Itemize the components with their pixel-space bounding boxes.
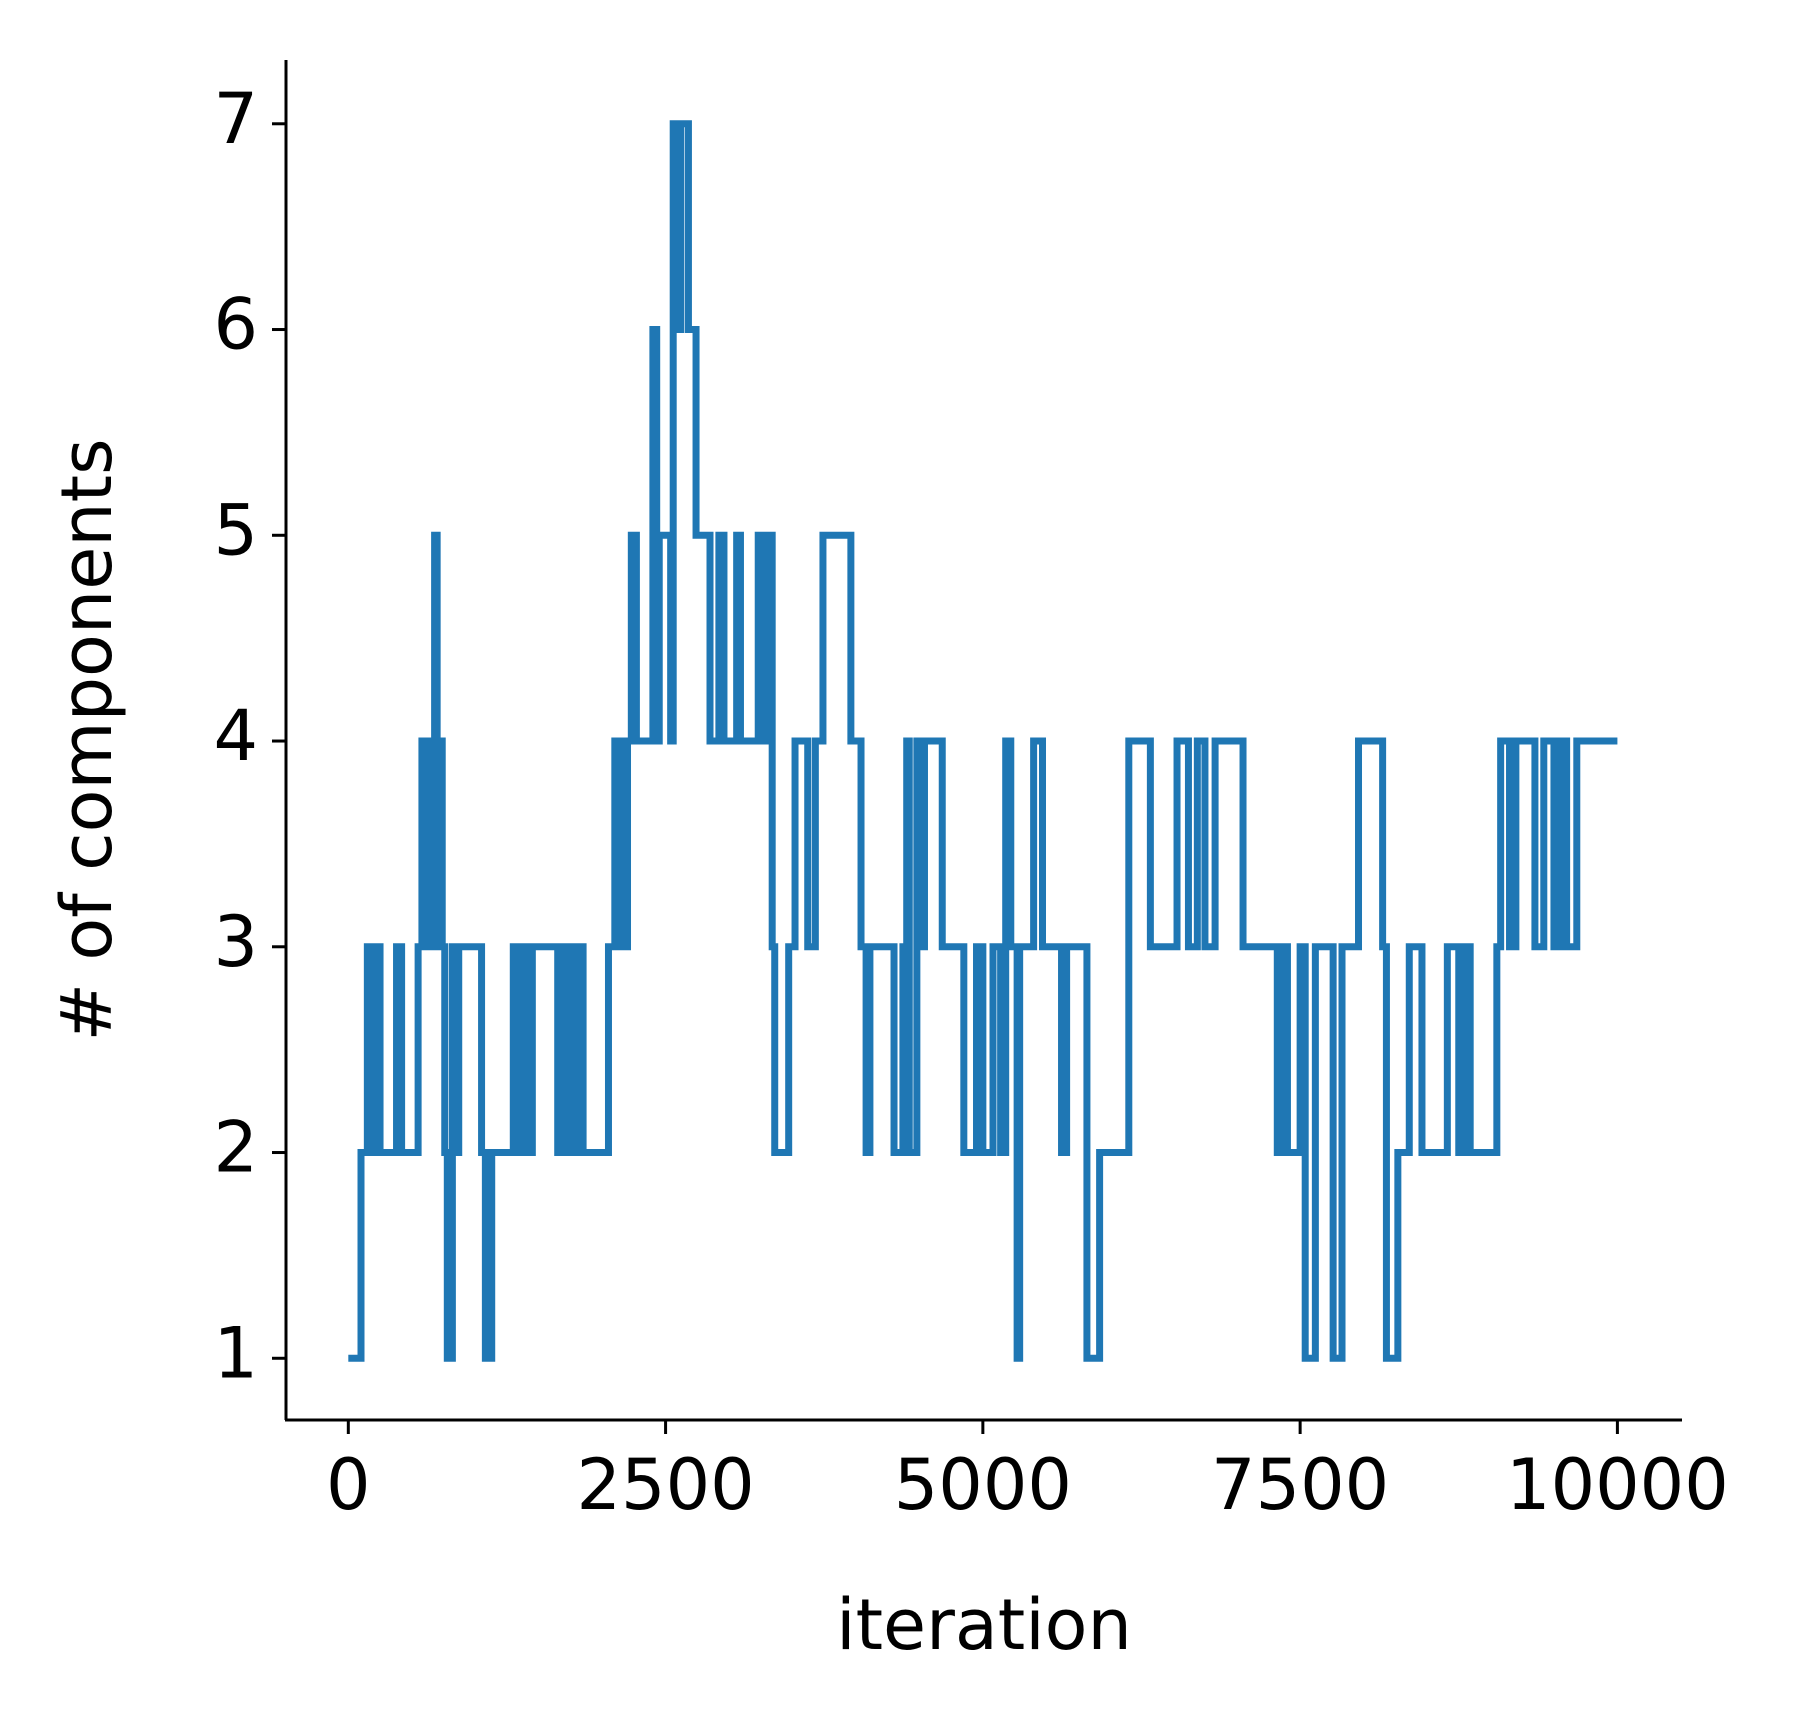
x-tick-label: 7500	[1211, 1444, 1389, 1526]
x-axis-label: iteration	[836, 1584, 1132, 1666]
x-tick-label: 2500	[577, 1444, 755, 1526]
y-tick-label: 7	[213, 78, 258, 160]
y-tick-label: 1	[213, 1312, 258, 1394]
y-axis-label: # of components	[46, 438, 128, 1041]
y-tick-label: 4	[213, 695, 258, 777]
x-tick-label: 10000	[1506, 1444, 1729, 1526]
y-tick-label: 2	[213, 1107, 258, 1189]
y-tick-label: 3	[213, 901, 258, 983]
x-tick-label: 5000	[894, 1444, 1072, 1526]
y-tick-label: 5	[213, 489, 258, 571]
trace-line	[348, 120, 1618, 1362]
y-tick-label: 6	[213, 284, 258, 366]
x-tick-label: 0	[326, 1444, 371, 1526]
